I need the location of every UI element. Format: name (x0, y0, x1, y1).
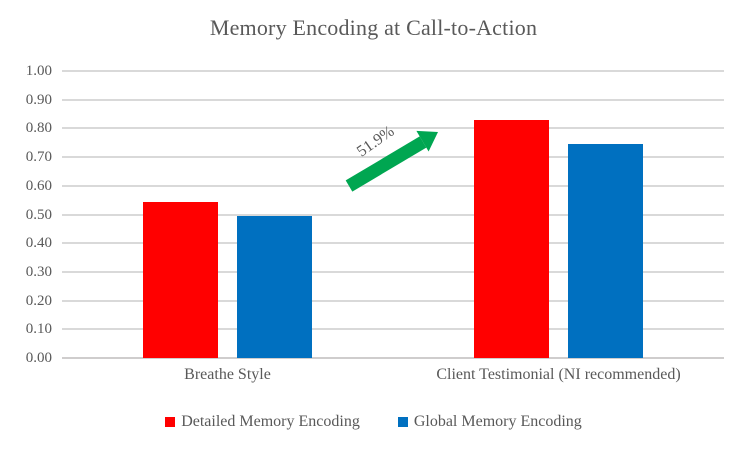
y-tick-label: 0.80 (25, 120, 52, 137)
x-category-label: Breathe Style (184, 366, 271, 383)
y-tick-label: 0.70 (25, 149, 52, 166)
y-tick-label: 1.00 (25, 63, 52, 79)
gridline (62, 242, 724, 245)
x-axis-line (62, 357, 724, 359)
bar-detailed-cat1 (143, 201, 218, 358)
legend-label: Detailed Memory Encoding (181, 413, 360, 430)
gridline (62, 213, 724, 216)
gridline (62, 270, 724, 273)
legend: Detailed Memory Encoding Global Memory En… (0, 413, 747, 431)
y-tick-label: 0.20 (25, 292, 52, 309)
x-category-label: Client Testimonial (NI recommended) (436, 366, 681, 383)
gridline (62, 127, 724, 130)
legend-swatch-icon (165, 417, 176, 427)
gridline (62, 328, 724, 331)
y-tick-label: 0.10 (25, 321, 52, 338)
bar-global-cat2 (568, 144, 643, 358)
y-tick-label: 0.90 (25, 91, 52, 108)
legend-label: Global Memory Encoding (413, 413, 582, 430)
bar-global-cat1 (237, 215, 312, 358)
y-tick-label: 0.50 (25, 206, 52, 223)
gridline (62, 98, 724, 101)
y-tick-label: 0.00 (25, 350, 52, 366)
plot-area (62, 70, 724, 359)
legend-item: Global Memory Encoding (397, 413, 582, 431)
legend-item: Detailed Memory Encoding (165, 413, 360, 431)
y-tick-label: 0.60 (25, 177, 52, 194)
y-tick-label: 0.40 (25, 235, 52, 252)
bar-detailed-cat2 (474, 120, 549, 358)
gridline (62, 70, 724, 72)
y-tick-label: 0.30 (25, 263, 52, 280)
gridline (62, 299, 724, 302)
legend-swatch-icon (397, 417, 408, 427)
chart-title: Memory Encoding at Call-to-Action (209, 15, 538, 40)
